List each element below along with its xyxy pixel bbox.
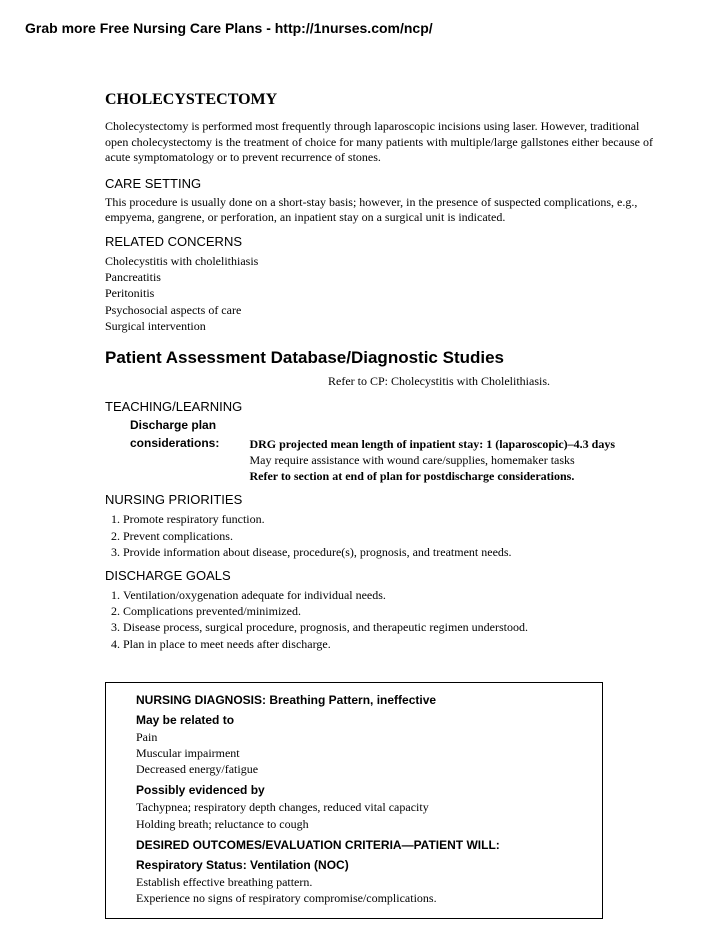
assessment-heading: Patient Assessment Database/Diagnostic S… — [105, 348, 653, 368]
concern-item: Pancreatitis — [105, 269, 653, 285]
evidence-item: Tachypnea; respiratory depth changes, re… — [136, 799, 572, 815]
care-setting-heading: CARE SETTING — [105, 176, 653, 191]
discharge-line: May require assistance with wound care/s… — [249, 453, 574, 467]
related-concerns-list: Cholecystitis with cholelithiasis Pancre… — [105, 253, 653, 334]
discharge-label: considerations: — [130, 436, 245, 450]
goal-item: Plan in place to meet needs after discha… — [123, 636, 653, 652]
page-header: Grab more Free Nursing Care Plans - http… — [25, 20, 703, 36]
goal-item: Disease process, surgical procedure, pro… — [123, 619, 653, 635]
goals-list: Ventilation/oxygenation adequate for ind… — [105, 587, 653, 652]
intro-paragraph: Cholecystectomy is performed most freque… — [105, 119, 653, 166]
goals-heading: DISCHARGE GOALS — [105, 568, 653, 583]
discharge-content: DRG projected mean length of inpatient s… — [249, 436, 639, 485]
concern-item: Psychosocial aspects of care — [105, 302, 653, 318]
related-item: Decreased energy/fatigue — [136, 761, 572, 777]
goal-item: Ventilation/oxygenation adequate for ind… — [123, 587, 653, 603]
care-setting-text: This procedure is usually done on a shor… — [105, 195, 653, 226]
discharge-line-bold: DRG projected mean length of inpatient s… — [249, 437, 615, 451]
diagnosis-box: NURSING DIAGNOSIS: Breathing Pattern, in… — [105, 682, 603, 919]
related-item: Pain — [136, 729, 572, 745]
priorities-list: Promote respiratory function. Prevent co… — [105, 511, 653, 560]
evidence-item: Holding breath; reluctance to cough — [136, 816, 572, 832]
concern-item: Surgical intervention — [105, 318, 653, 334]
discharge-line-bold: Refer to section at end of plan for post… — [249, 469, 574, 483]
related-item: Muscular impairment — [136, 745, 572, 761]
evidence-heading: Possibly evidenced by — [136, 783, 572, 797]
priority-item: Provide information about disease, proce… — [123, 544, 653, 560]
goal-item: Complications prevented/minimized. — [123, 603, 653, 619]
concern-item: Peritonitis — [105, 285, 653, 301]
discharge-label: Discharge plan — [130, 418, 245, 432]
content-area: CHOLECYSTECTOMY Cholecystectomy is perfo… — [25, 91, 703, 919]
teaching-heading: TEACHING/LEARNING — [105, 399, 653, 414]
assessment-refer: Refer to CP: Cholecystitis with Cholelit… — [105, 374, 653, 389]
priority-item: Promote respiratory function. — [123, 511, 653, 527]
concern-item: Cholecystitis with cholelithiasis — [105, 253, 653, 269]
outcome-item: Experience no signs of respiratory compr… — [136, 890, 572, 906]
discharge-block: Discharge plan considerations: DRG proje… — [105, 418, 653, 485]
priorities-heading: NURSING PRIORITIES — [105, 492, 653, 507]
outcome-item: Establish effective breathing pattern. — [136, 874, 572, 890]
related-to-heading: May be related to — [136, 713, 572, 727]
resp-status-heading: Respiratory Status: Ventilation (NOC) — [136, 858, 572, 872]
priority-item: Prevent complications. — [123, 528, 653, 544]
main-title: CHOLECYSTECTOMY — [105, 91, 653, 109]
related-concerns-heading: RELATED CONCERNS — [105, 234, 653, 249]
diagnosis-heading: NURSING DIAGNOSIS: Breathing Pattern, in… — [136, 693, 572, 707]
outcomes-heading: DESIRED OUTCOMES/EVALUATION CRITERIA—PAT… — [136, 838, 572, 852]
